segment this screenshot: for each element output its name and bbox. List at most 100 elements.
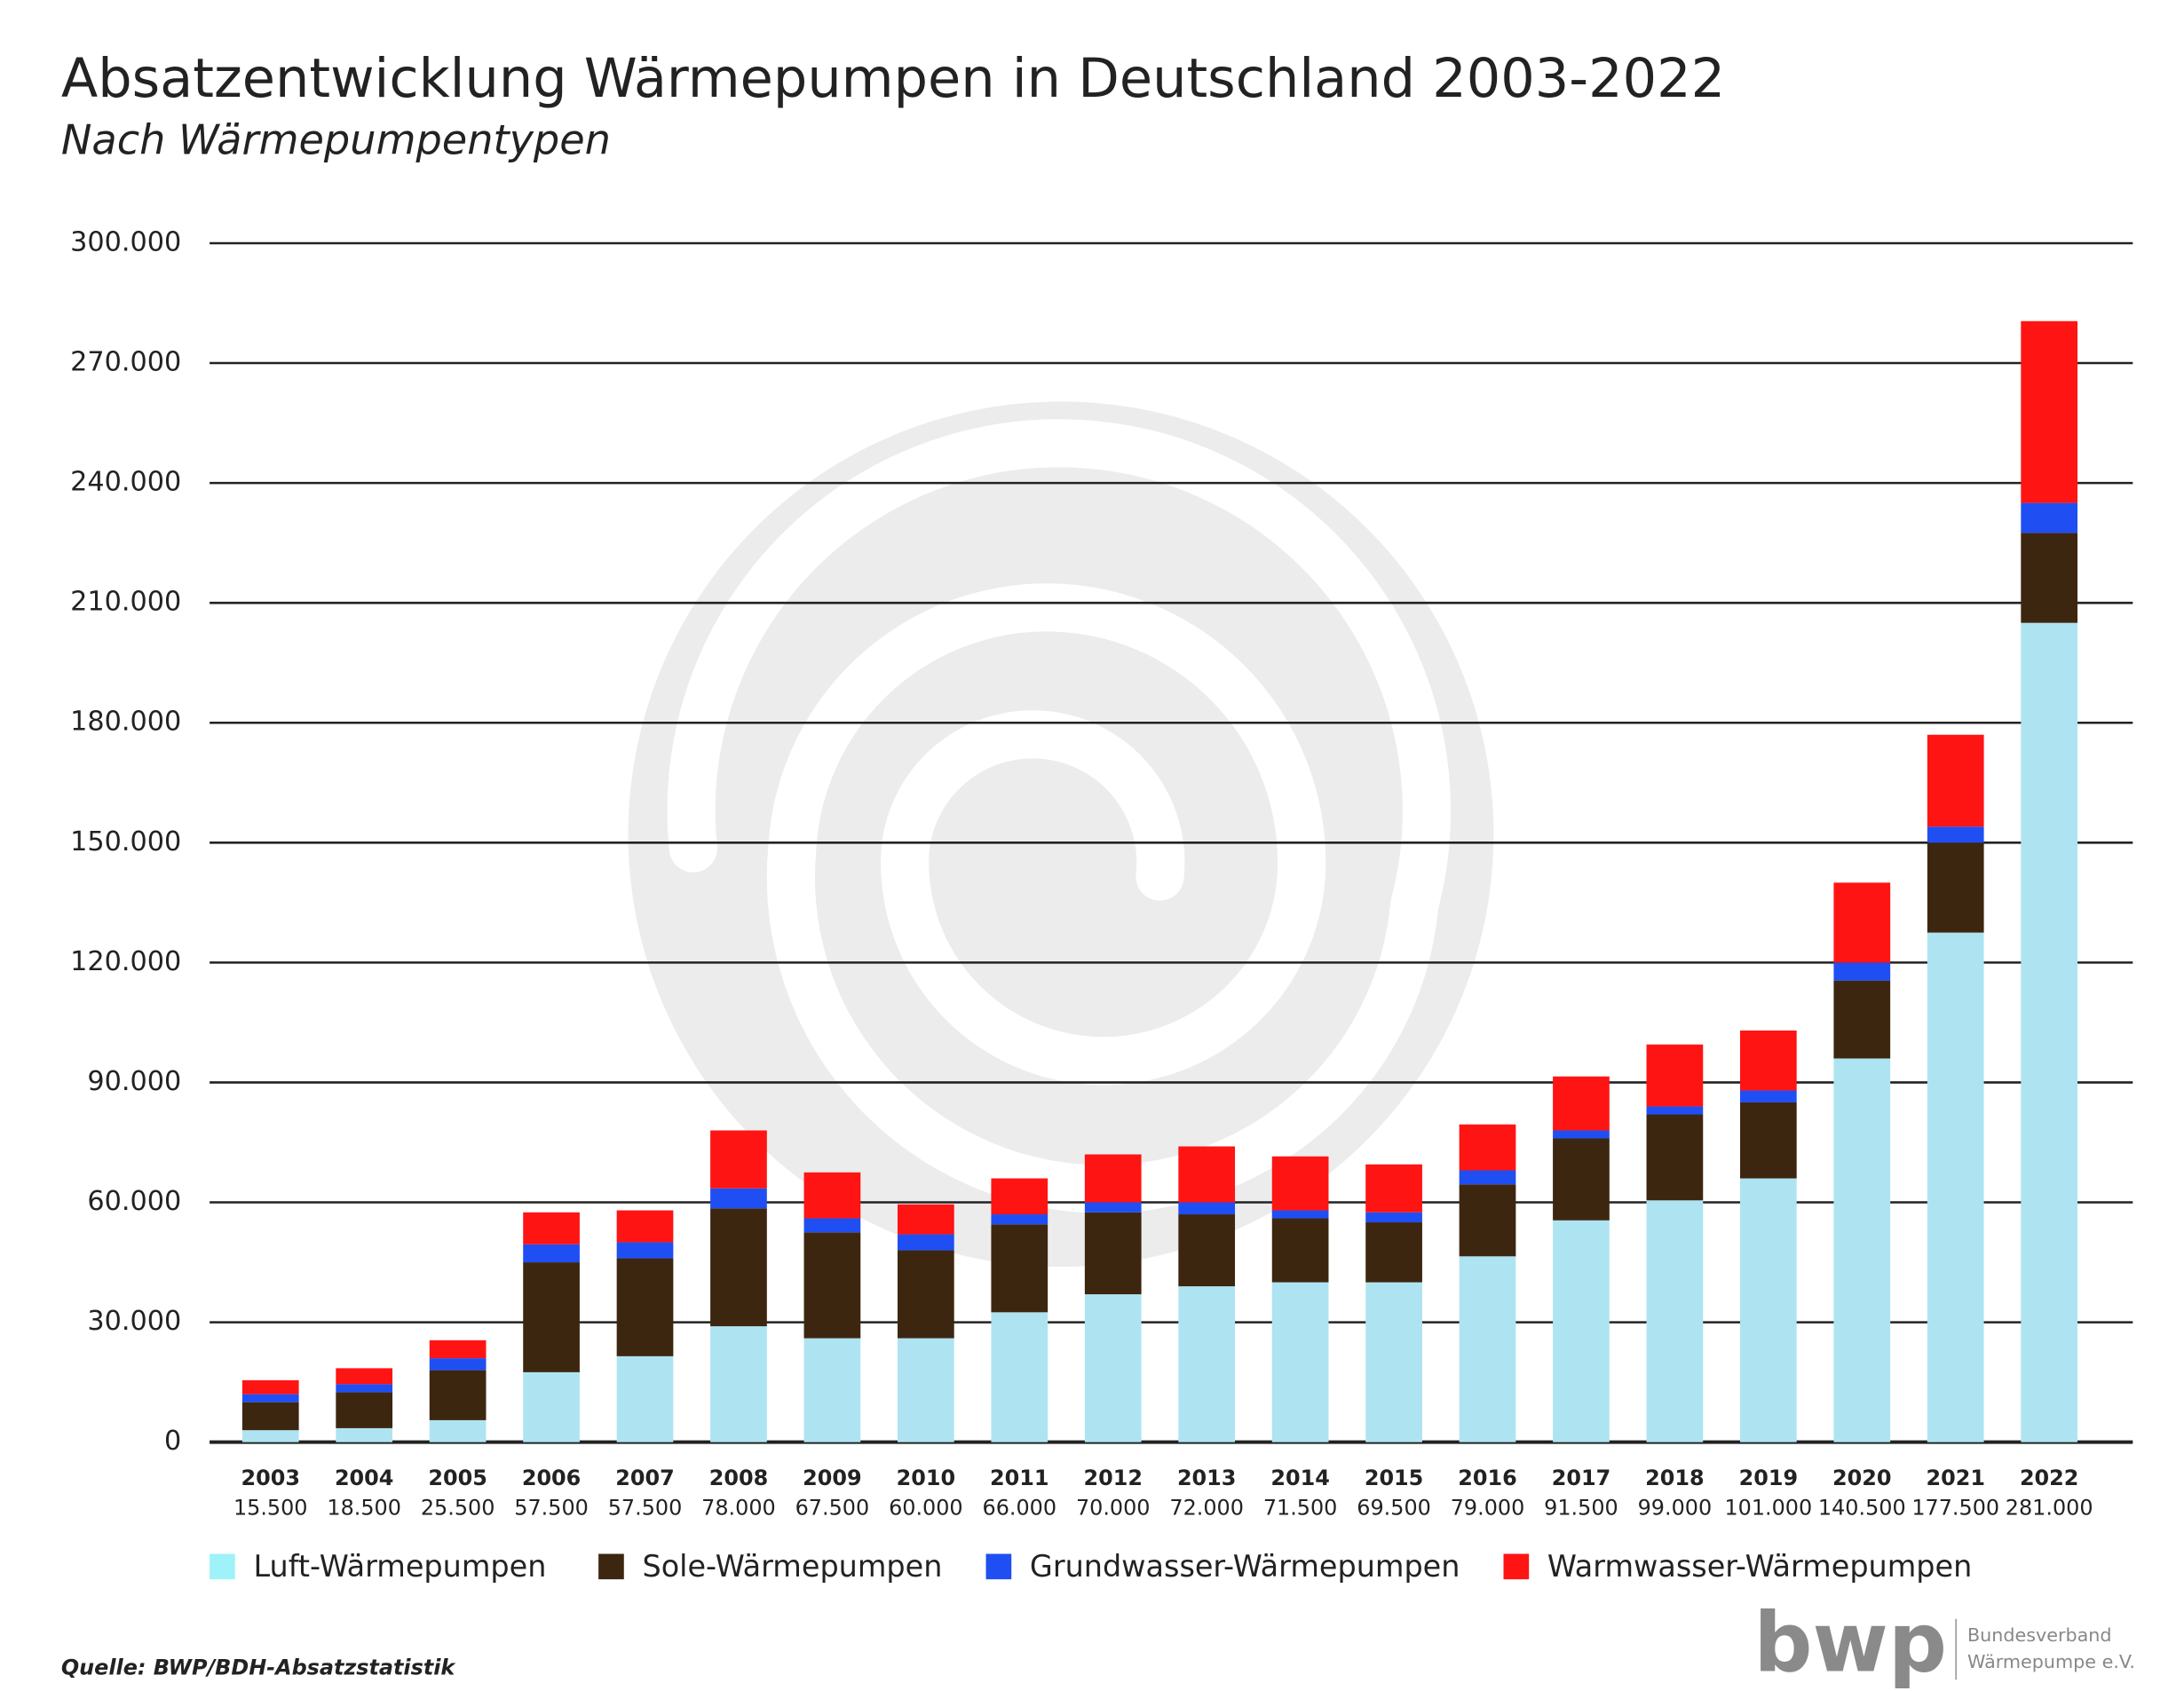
total-label: 57.500 <box>608 1496 683 1521</box>
total-label: 78.000 <box>701 1496 776 1521</box>
total-label: 99.000 <box>1638 1496 1713 1521</box>
bar-segment <box>803 1172 861 1219</box>
bar-segment <box>241 1394 299 1403</box>
logo: bwp <box>1753 1595 1947 1691</box>
total-label: 70.000 <box>1076 1496 1151 1521</box>
bar-segment <box>336 1392 393 1428</box>
total-label: 57.500 <box>514 1496 589 1521</box>
bar-segment <box>1833 1058 1891 1442</box>
bar-segment <box>1459 1256 1516 1442</box>
bar-segment <box>991 1224 1048 1313</box>
bar-segment <box>429 1419 487 1442</box>
y-tick-label: 30.000 <box>87 1306 181 1337</box>
bar-segment <box>1739 1102 1797 1179</box>
bar-segment <box>429 1339 487 1359</box>
watermark <box>628 401 1494 1268</box>
x-tick-label: 2021 <box>1927 1466 1985 1490</box>
bar-segment <box>710 1326 767 1442</box>
bar-segment <box>1365 1212 1422 1223</box>
bar-segment <box>1459 1184 1516 1257</box>
bar-segment <box>1365 1282 1422 1442</box>
bar-segment <box>803 1218 861 1233</box>
bar-segment <box>1927 842 1984 933</box>
total-label: 15.500 <box>233 1496 308 1521</box>
chart-title: Absatzentwicklung Wärmepumpen in Deutsch… <box>61 48 1725 110</box>
bar-segment <box>1927 734 1984 827</box>
bar-segment <box>1084 1294 1142 1442</box>
x-tick-label: 2005 <box>428 1466 487 1490</box>
x-tick-label: 2015 <box>1365 1466 1423 1490</box>
bar-segment <box>1739 1178 1797 1442</box>
total-label: 101.000 <box>1724 1496 1812 1521</box>
y-tick-label: 150.000 <box>70 826 181 857</box>
bar-segment <box>2021 320 2078 503</box>
bar-segment <box>241 1379 299 1395</box>
y-tick-label: 60.000 <box>87 1186 181 1217</box>
bar-segment <box>1178 1202 1236 1215</box>
bar-segment <box>616 1355 674 1442</box>
org-name: Bundesverband <box>1967 1624 2112 1646</box>
total-label: 18.500 <box>327 1496 401 1521</box>
legend-swatch <box>210 1553 235 1580</box>
bar-segment <box>241 1430 299 1442</box>
bar-segment <box>1553 1130 1610 1139</box>
bar-segment <box>897 1204 954 1235</box>
bar-segment <box>523 1244 580 1263</box>
bar-segment <box>710 1130 767 1189</box>
total-label: 281.000 <box>2006 1496 2093 1521</box>
x-tick-label: 2007 <box>615 1466 674 1490</box>
legend-label: Grundwasser-Wärmepumpen <box>1030 1549 1460 1584</box>
bar-segment <box>1646 1200 1704 1442</box>
org-name: Wärmepumpe e.V. <box>1967 1651 2135 1672</box>
bar-segment <box>1178 1214 1236 1287</box>
bar-segment <box>991 1178 1048 1215</box>
x-tick-label: 2010 <box>897 1466 955 1490</box>
bar-segment <box>616 1242 674 1259</box>
total-label: 79.000 <box>1451 1496 1525 1521</box>
total-label: 67.500 <box>795 1496 870 1521</box>
bar-segment <box>523 1262 580 1372</box>
bar-segment <box>1084 1212 1142 1295</box>
x-tick-label: 2014 <box>1270 1466 1329 1490</box>
x-tick-label: 2019 <box>1739 1466 1798 1490</box>
plot: 0 30.000 60.000 90.000 120.000 150.000 180.000… <box>70 226 2133 1584</box>
bar-segment <box>1927 826 1984 843</box>
y-tick-label: 240.000 <box>70 467 181 498</box>
bar-segment <box>1459 1124 1516 1171</box>
bar-segment <box>710 1208 767 1327</box>
bar-segment <box>2021 502 2078 533</box>
bar-segment <box>1833 882 1891 963</box>
total-label: 177.500 <box>1911 1496 1999 1521</box>
bar-segment <box>2021 622 2078 1442</box>
chart-subtitle: Nach Wärmepumpentypen <box>61 115 611 163</box>
y-tick-label: 180.000 <box>70 707 181 738</box>
total-label: 71.500 <box>1263 1496 1338 1521</box>
y-tick-label: 300.000 <box>70 226 181 257</box>
bar-segment <box>2021 533 2078 623</box>
x-tick-label: 2016 <box>1458 1466 1516 1490</box>
bar-segment <box>1553 1220 1610 1442</box>
bar-segment <box>897 1338 954 1442</box>
total-label: 66.000 <box>983 1496 1057 1521</box>
legend-swatch <box>985 1553 1012 1580</box>
bar-segment <box>1178 1146 1236 1203</box>
bar-segment <box>616 1258 674 1356</box>
bar-segment <box>336 1384 393 1393</box>
x-tick-label: 2022 <box>2020 1466 2078 1490</box>
bar-segment <box>523 1371 580 1442</box>
x-tick-label: 2013 <box>1177 1466 1236 1490</box>
legend-label: Luft-Wärmepumpen <box>253 1549 546 1584</box>
bar-segment <box>1646 1114 1704 1201</box>
bar-segment <box>803 1232 861 1339</box>
bar-segment <box>1271 1282 1329 1442</box>
x-tick-label: 2017 <box>1552 1466 1610 1490</box>
x-tick-label: 2004 <box>335 1466 393 1490</box>
y-tick-label: 210.000 <box>70 587 181 618</box>
x-tick-label: 2003 <box>241 1466 300 1490</box>
bar-segment <box>1084 1154 1142 1203</box>
bar-segment <box>429 1370 487 1420</box>
legend-swatch <box>598 1553 624 1580</box>
bar-segment <box>1271 1218 1329 1283</box>
y-tick-label: 0 <box>164 1426 181 1457</box>
